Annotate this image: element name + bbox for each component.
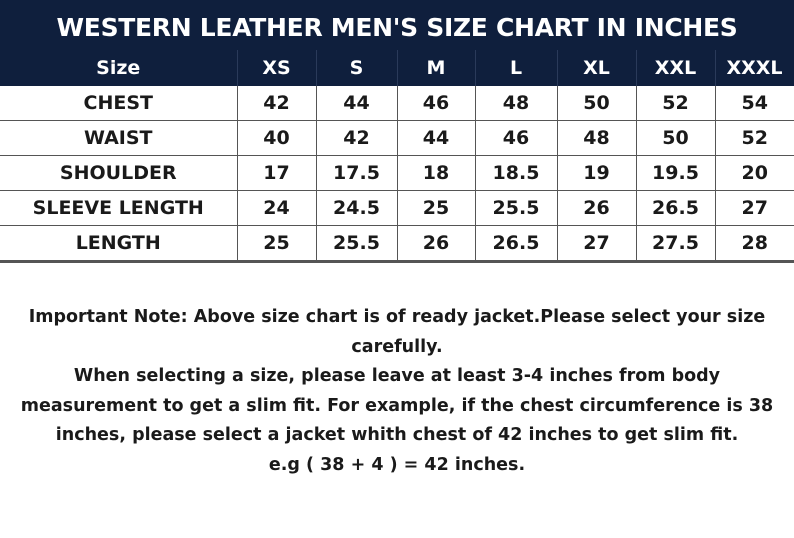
- table-cell: 52: [714, 120, 794, 156]
- table-cell: 52: [635, 86, 716, 121]
- table-cell: 25: [236, 225, 317, 261]
- column-header: XXL: [636, 50, 716, 86]
- column-header: S: [316, 50, 398, 86]
- table-cell: 28: [714, 225, 794, 261]
- note-line-3: e.g ( 38 + 4 ) = 42 inches.: [268, 454, 526, 475]
- table-cell: 44: [315, 86, 398, 121]
- table-cell: 26: [556, 190, 637, 226]
- size-chart-table: Size XS S M L XL XXL XXXL CHEST 42 44 46 48 50 52 54 WA…: [0, 50, 794, 261]
- table-cell: 18: [396, 155, 476, 191]
- table-cell: 19.5: [635, 155, 716, 191]
- table-cell: 27: [556, 225, 637, 261]
- table-cell: 25.5: [315, 225, 398, 261]
- column-header: XL: [557, 50, 637, 86]
- table-cell: 50: [556, 86, 637, 121]
- row-label: CHEST: [0, 86, 238, 121]
- table-cell: 26.5: [635, 190, 716, 226]
- row-label: SHOULDER: [0, 155, 238, 191]
- table-cell: 42: [315, 120, 398, 156]
- table-cell: 27: [714, 190, 794, 226]
- table-cell: 54: [714, 86, 794, 121]
- note-line-1: Important Note: Above size chart is of r…: [28, 307, 766, 357]
- table-cell: 27.5: [635, 225, 716, 261]
- table-cell: 44: [396, 120, 476, 156]
- row-label: LENGTH: [0, 225, 238, 261]
- note-line-2: When selecting a size, please leave at l…: [20, 366, 774, 445]
- table-row: SLEEVE LENGTH 24 24.5 25 25.5 26 26.5 27: [0, 190, 794, 226]
- table-cell: 25.5: [474, 190, 558, 226]
- table-cell: 42: [236, 86, 317, 121]
- table-row: SHOULDER 17 17.5 18 18.5 19 19.5 20: [0, 155, 794, 191]
- column-header: M: [397, 50, 476, 86]
- table-cell: 18.5: [474, 155, 558, 191]
- table-cell: 26.5: [474, 225, 558, 261]
- table-cell: 48: [474, 86, 558, 121]
- column-header: XS: [237, 50, 317, 86]
- row-label: SLEEVE LENGTH: [0, 190, 238, 226]
- table-row: CHEST 42 44 46 48 50 52 54: [0, 86, 794, 121]
- table-row: LENGTH 25 25.5 26 26.5 27 27.5 28: [0, 225, 794, 261]
- table-cell: 50: [635, 120, 716, 156]
- table-cell: 24.5: [315, 190, 398, 226]
- important-note: Important Note: Above size chart is of r…: [0, 261, 794, 480]
- table-cell: 17: [236, 155, 317, 191]
- column-header: L: [475, 50, 558, 86]
- table-cell: 26: [396, 225, 476, 261]
- column-header: Size: [0, 50, 238, 86]
- row-label: WAIST: [0, 120, 238, 156]
- table-cell: 19: [556, 155, 637, 191]
- table-cell: 24: [236, 190, 317, 226]
- table-cell: 25: [396, 190, 476, 226]
- table-cell: 46: [474, 120, 558, 156]
- table-cell: 40: [236, 120, 317, 156]
- header-row: Size XS S M L XL XXL XXXL: [0, 50, 794, 86]
- chart-title: WESTERN LEATHER MEN'S SIZE CHART IN INCH…: [0, 0, 794, 50]
- column-header: XXXL: [715, 50, 794, 86]
- table-cell: 17.5: [315, 155, 398, 191]
- table-cell: 46: [396, 86, 476, 121]
- table-cell: 20: [714, 155, 794, 191]
- table-row: WAIST 40 42 44 46 48 50 52: [0, 120, 794, 156]
- table-cell: 48: [556, 120, 637, 156]
